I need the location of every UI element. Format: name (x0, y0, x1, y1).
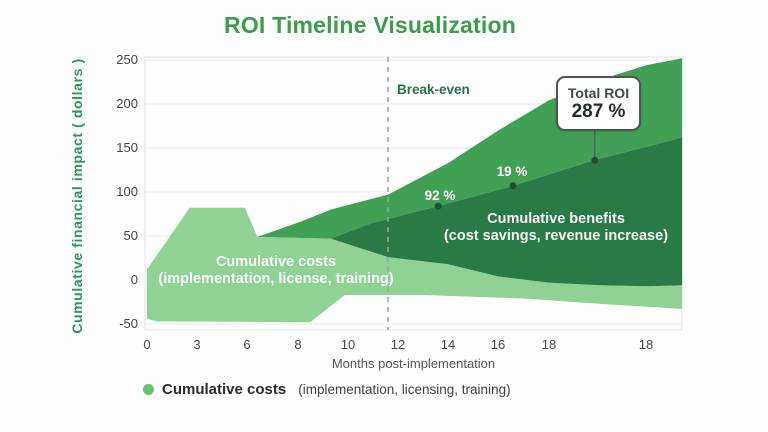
x-tick-label-1: 3 (193, 337, 201, 352)
legend-sublabel: (implementation, licensing, training) (298, 382, 511, 397)
x-tick-label-0: 0 (143, 337, 151, 352)
marker-dot-1 (509, 182, 517, 190)
y-tick-label-0: 0 (130, 272, 138, 287)
benefits-area-label-line2: (cost savings, revenue increase) (443, 228, 669, 244)
x-axis-label: Months post-implementation (331, 356, 496, 371)
x-tick-label-4: 10 (340, 337, 356, 352)
legend-label: Cumulative costs (162, 381, 287, 398)
y-tick-label-250: 250 (116, 52, 138, 67)
y-tick-label--50: -50 (119, 316, 138, 331)
total-roi-value: 287 % (571, 101, 626, 122)
x-tick-label-6: 14 (440, 337, 456, 352)
y-tick-label-100: 100 (116, 184, 138, 199)
x-tick-label-5: 12 (390, 337, 406, 352)
marker-dot-2 (591, 156, 599, 164)
chart-title: ROI Timeline Visualization (224, 12, 516, 38)
x-tick-label-3: 8 (294, 337, 302, 352)
x-tick-label-8: 18 (541, 337, 557, 352)
benefits-area-label: Cumulative benefits (cost savings, reven… (436, 211, 676, 245)
marker-dot-0 (434, 202, 442, 210)
break-even-label: Break-even (397, 82, 470, 97)
legend-dot-icon (143, 384, 154, 395)
x-tick-label-2: 6 (243, 337, 251, 352)
data-point-label-19: 19 % (496, 164, 528, 179)
costs-area-label-line2: (implementation, license, training) (158, 271, 394, 287)
x-tick-label-9: 18 (638, 337, 654, 352)
y-tick-label-200: 200 (116, 96, 138, 111)
legend: Cumulative costs (implementation, licens… (143, 381, 511, 398)
costs-area-label-line1: Cumulative costs (215, 254, 337, 270)
benefits-area-label-line1: Cumulative benefits (487, 211, 625, 227)
y-axis-ticks: 250 200 150 100 50 0 -50 (116, 52, 138, 331)
x-axis-ticks: 0 3 6 8 10 12 14 16 18 18 (0, 337, 768, 353)
benefits-area (330, 137, 683, 287)
total-roi-label: Total ROI (567, 85, 630, 101)
data-point-label-92: 92 % (424, 188, 456, 203)
costs-area (147, 207, 683, 323)
y-tick-label-50: 50 (123, 228, 138, 243)
costs-area-label: Cumulative costs (implementation, licens… (146, 254, 406, 288)
y-tick-label-150: 150 (116, 140, 138, 155)
x-tick-label-7: 16 (490, 337, 506, 352)
total-roi-callout: Total ROI 287 % (556, 76, 641, 131)
